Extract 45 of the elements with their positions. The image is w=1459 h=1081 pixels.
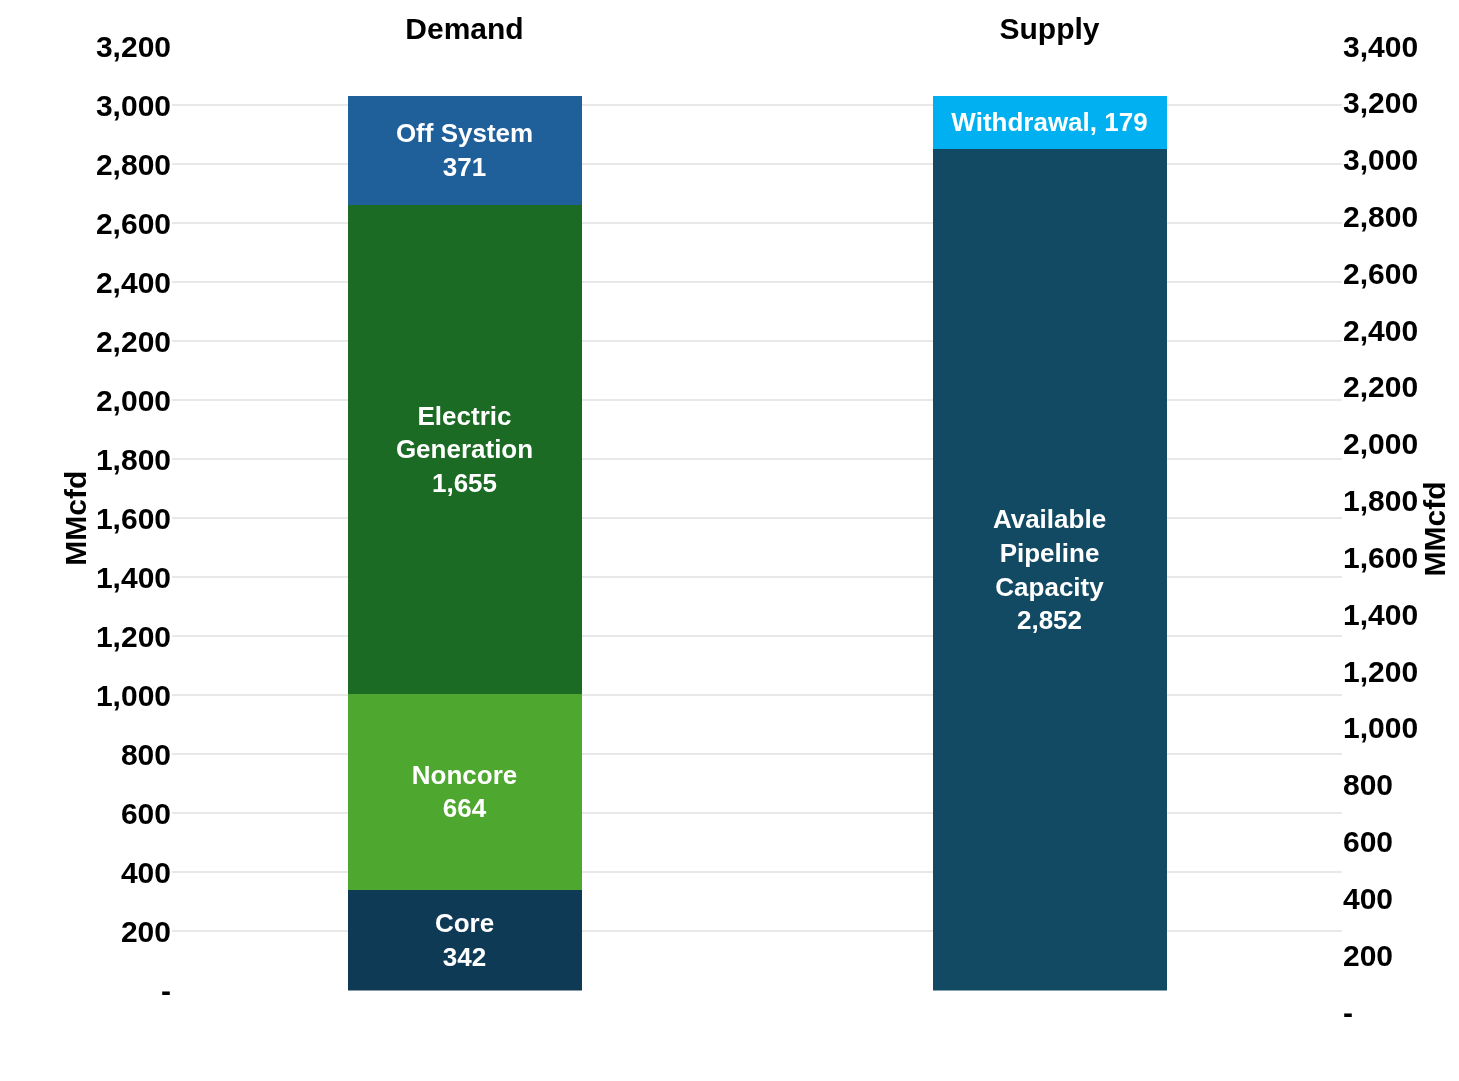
- y2-tick-label: 800: [1343, 768, 1394, 802]
- y-tick-label: 2,400: [95, 265, 171, 299]
- y2-tick-label: 3,200: [1343, 86, 1419, 120]
- y2-tick-label: 1,000: [1343, 711, 1419, 745]
- y2-tick-label: 200: [1343, 938, 1394, 972]
- data-label: Withdrawal, 179: [951, 107, 1148, 138]
- y2-tick-label: 400: [1343, 881, 1394, 915]
- y-tick-label: 1,000: [95, 678, 171, 712]
- y2-tick-label: 2,200: [1343, 370, 1419, 404]
- y-tick-label: 200: [120, 914, 171, 948]
- y2-tick-label: 2,800: [1343, 199, 1419, 233]
- y2-tick-label: 1,200: [1343, 654, 1419, 688]
- data-label: Core 342: [434, 908, 495, 972]
- y2-tick-label: 1,600: [1343, 540, 1419, 574]
- y2-tick-label: 2,000: [1343, 427, 1419, 461]
- y2-tick-label: 3,000: [1343, 143, 1419, 177]
- x-tick-label: Demand: [405, 12, 524, 45]
- y-tick-label: 2,800: [95, 147, 171, 181]
- y-tick-label: 400: [120, 855, 171, 889]
- data-label: Available Pipeline Capacity 2,852: [992, 503, 1107, 636]
- y-tick-label: 1,400: [95, 560, 171, 594]
- y-tick-label: -: [161, 974, 171, 1008]
- y-tick-label: 3,200: [95, 29, 171, 63]
- y2-axis-title: MMcfd: [1418, 481, 1452, 577]
- y-tick-label: 1,600: [95, 501, 171, 535]
- x-tick-label: Supply: [999, 12, 1100, 45]
- y-tick-label: 800: [120, 737, 171, 771]
- y-axis-title: MMcfd: [58, 470, 92, 566]
- y2-tick-label: 1,400: [1343, 597, 1419, 631]
- y-tick-label: 3,000: [95, 88, 171, 122]
- data-label: Electric Generation 1,655: [395, 400, 534, 499]
- y2-tick-label: 1,800: [1343, 484, 1419, 518]
- data-label: Noncore 664: [411, 759, 518, 824]
- y2-tick-label: 2,400: [1343, 313, 1419, 347]
- y-tick-label: 2,200: [95, 324, 171, 358]
- y-tick-label: 1,800: [95, 442, 171, 476]
- y-tick-label: 2,000: [95, 383, 171, 417]
- data-label: Off System 371: [395, 118, 534, 183]
- y-tick-label: 2,600: [95, 206, 171, 240]
- y2-tick-label: -: [1343, 995, 1353, 1029]
- y-tick-label: 1,200: [95, 619, 171, 653]
- y2-tick-label: 3,400: [1343, 29, 1419, 63]
- y2-tick-label: 2,600: [1343, 256, 1419, 290]
- y-tick-label: 600: [120, 796, 171, 830]
- y2-tick-label: 600: [1343, 825, 1394, 859]
